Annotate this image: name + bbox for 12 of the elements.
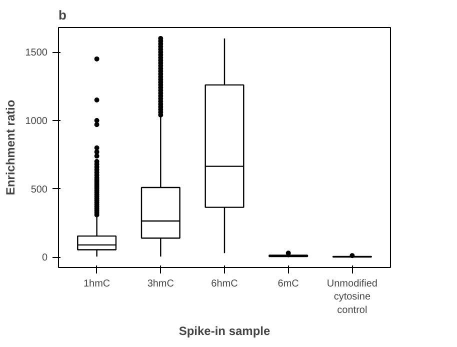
- x-tick-label: Unmodified cytosine control: [326, 278, 378, 316]
- x-axis-title: Spike-in sample: [178, 324, 271, 338]
- y-tick-label: 1000: [25, 116, 48, 127]
- x-tick-label: 1hmC: [83, 278, 110, 290]
- chart-title: b: [58, 8, 66, 22]
- y-tick-label: 500: [30, 184, 48, 196]
- x-tick-label: 6mC: [278, 278, 299, 290]
- y-tick-label: 1500: [25, 48, 48, 59]
- x-tick-label: 3hmC: [147, 278, 174, 290]
- y-axis-title: Enrichment ratio: [3, 100, 18, 196]
- y-tick-label: 0: [42, 252, 48, 264]
- x-tick-label: 6hmC: [211, 278, 238, 290]
